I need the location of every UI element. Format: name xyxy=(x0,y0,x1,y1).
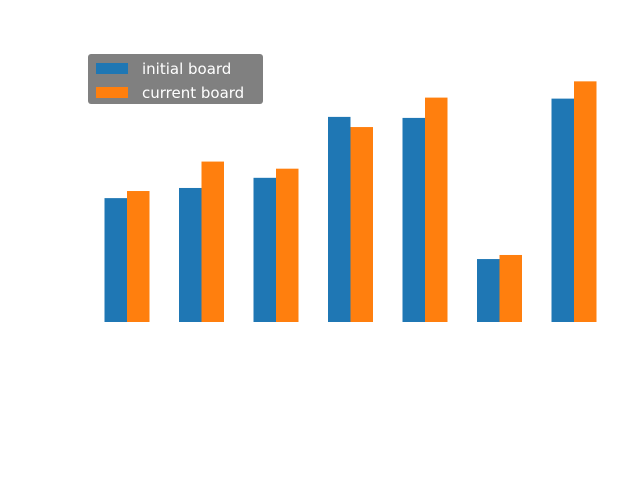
legend-swatch-current-board xyxy=(96,87,128,98)
bar-current-board-1 xyxy=(127,191,150,322)
bar-current-board-4 xyxy=(350,127,373,322)
bar-current-board-6 xyxy=(499,254,522,322)
legend-label-initial-board: initial board xyxy=(142,59,232,78)
bar-current-board-3 xyxy=(276,168,299,322)
bar-initial-board-3 xyxy=(253,177,276,322)
bars-group xyxy=(104,81,597,323)
legend: initial board current board xyxy=(88,54,263,104)
legend-label-current-board: current board xyxy=(142,83,245,102)
bar-initial-board-6 xyxy=(477,259,500,322)
bar-current-board-5 xyxy=(425,97,448,322)
bar-initial-board-1 xyxy=(104,198,127,322)
bar-current-board-7 xyxy=(574,81,597,322)
legend-swatch-initial-board xyxy=(96,63,128,74)
bar-initial-board-4 xyxy=(328,116,351,322)
legend-item-initial-board: initial board xyxy=(94,58,257,79)
bar-current-board-2 xyxy=(201,161,224,322)
legend-item-current-board: current board xyxy=(94,82,257,103)
bar-initial-board-5 xyxy=(402,117,425,322)
bar-initial-board-2 xyxy=(179,187,202,322)
bar-initial-board-7 xyxy=(551,98,574,323)
